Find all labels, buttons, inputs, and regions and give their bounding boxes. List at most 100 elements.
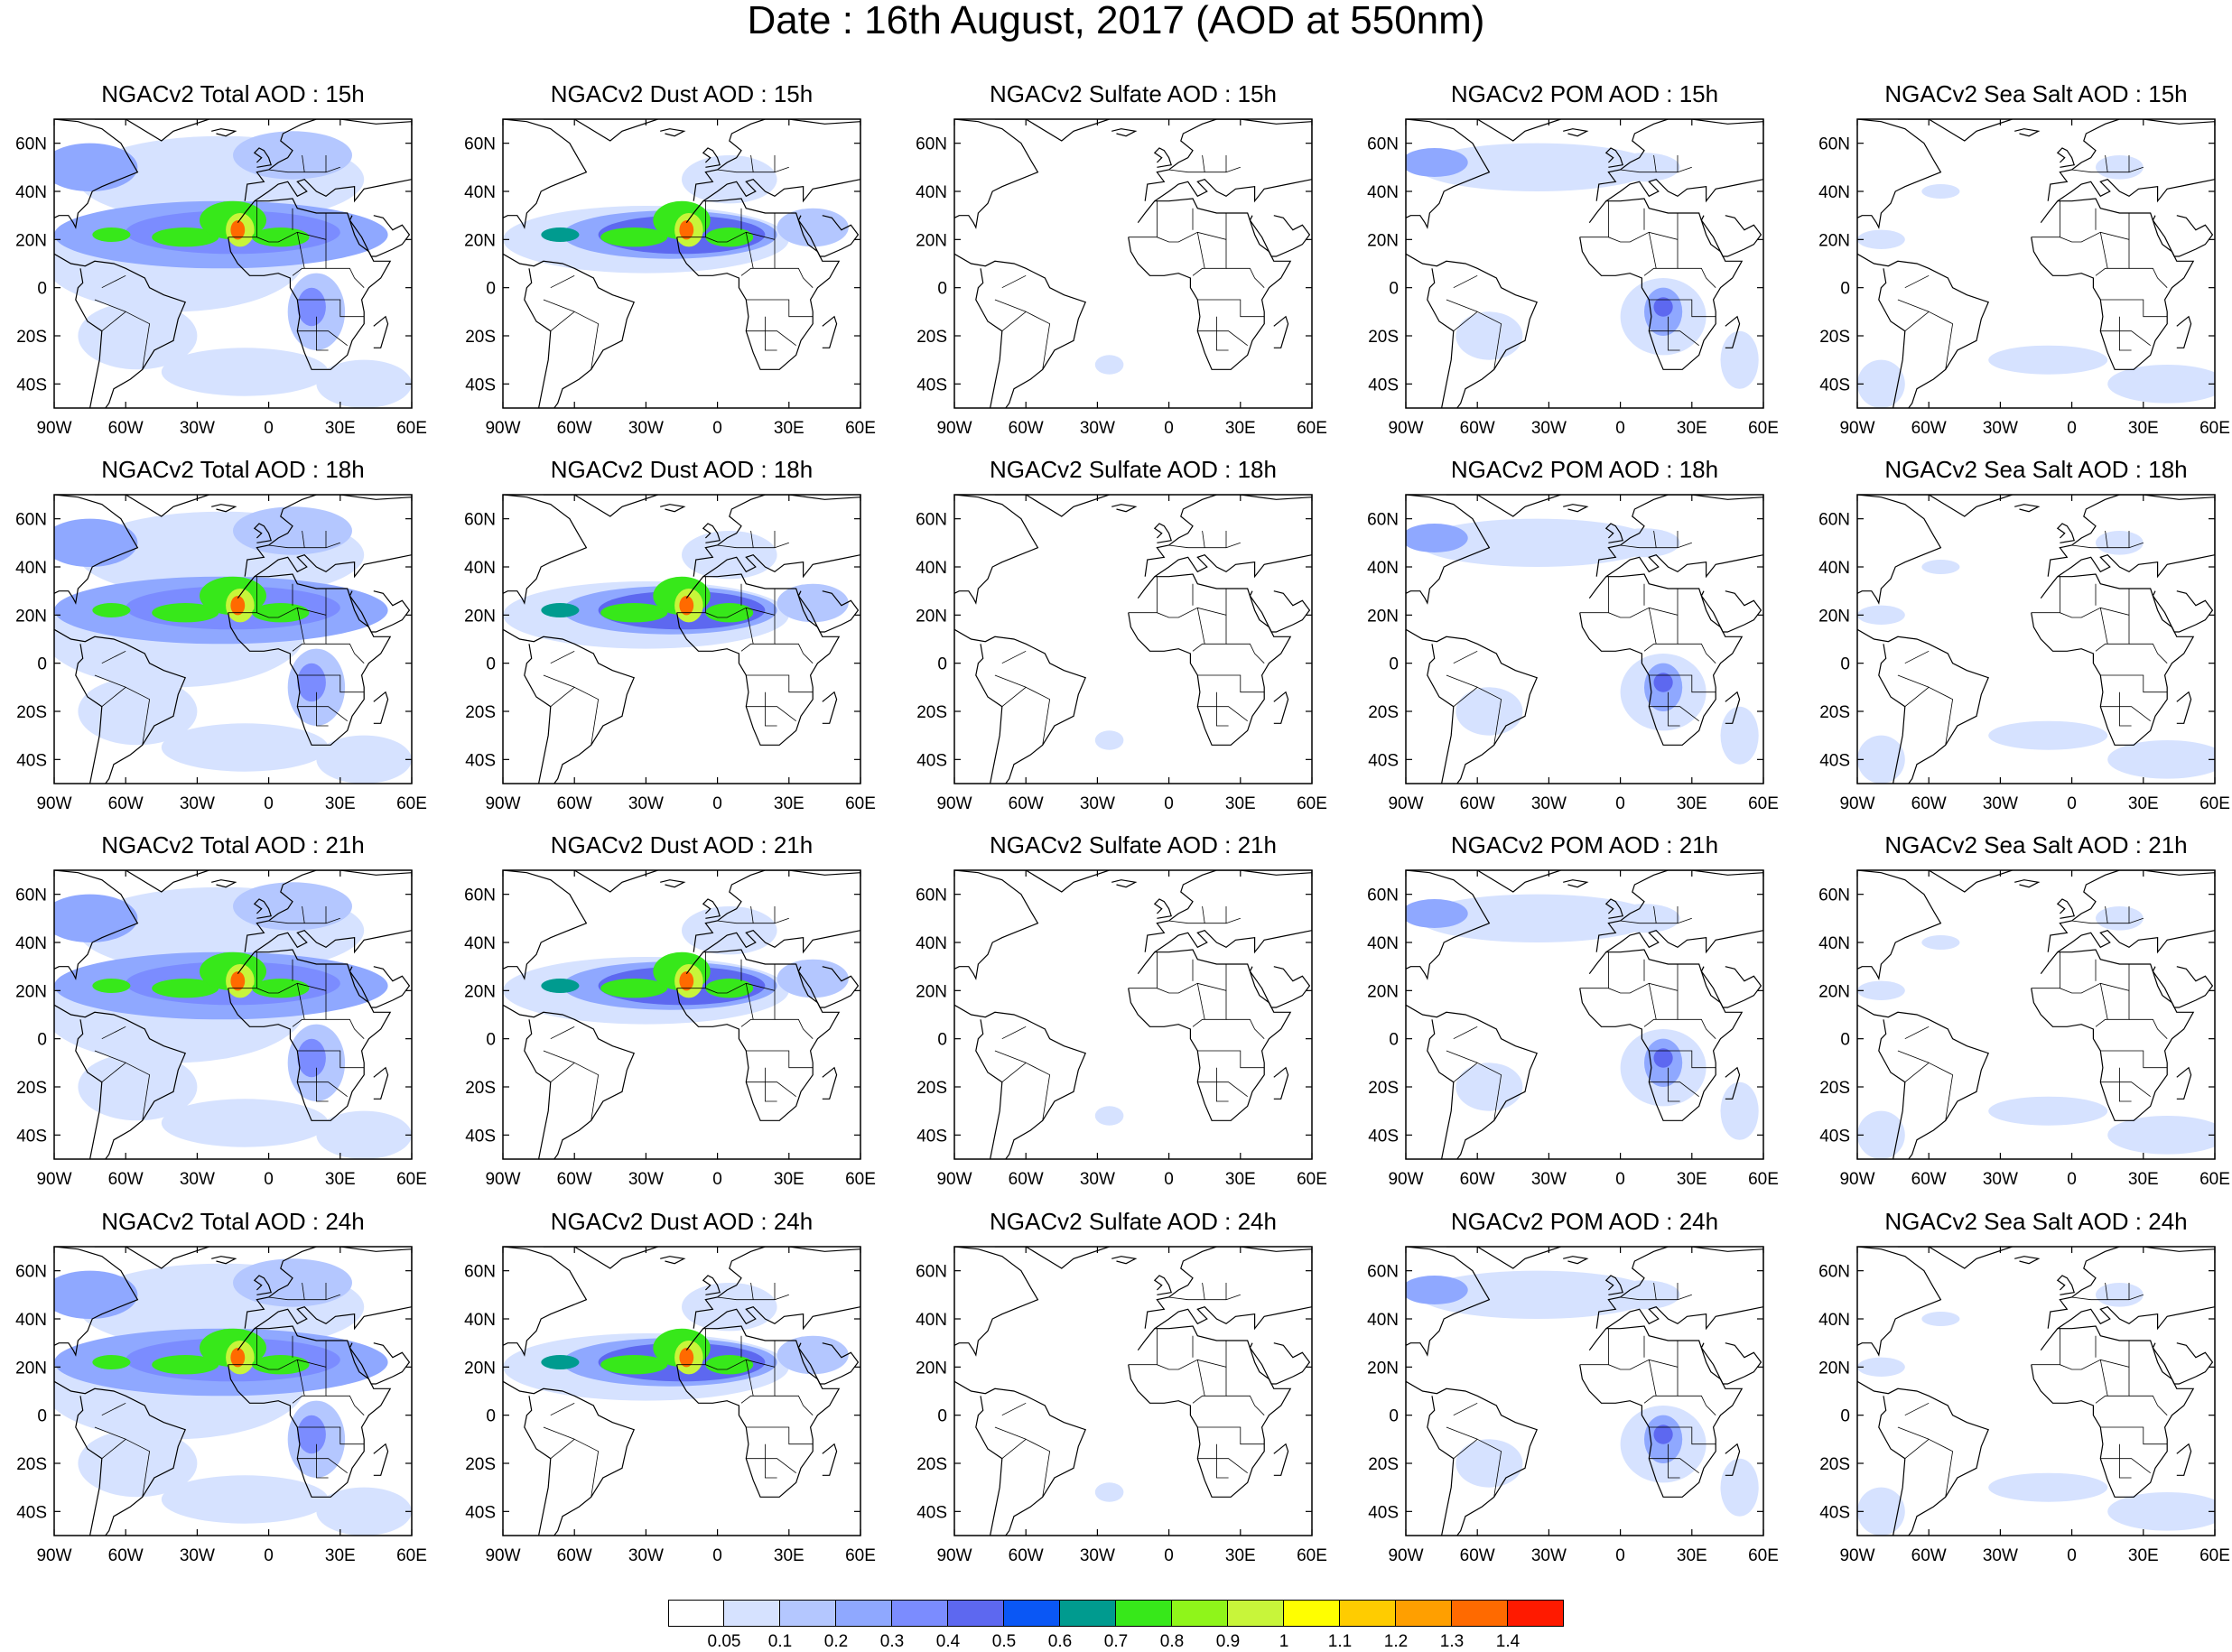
aerosol-field <box>252 603 310 623</box>
country-border <box>994 1050 1027 1063</box>
lon-label: 30W <box>1080 419 1115 438</box>
lat-label: 20S <box>1819 1455 1850 1474</box>
country-border <box>315 316 329 351</box>
coastline <box>244 495 412 579</box>
coastline <box>702 1275 721 1295</box>
coastline <box>503 1247 588 1357</box>
lon-label: 60W <box>1009 794 1044 813</box>
lat-label: 0 <box>486 655 496 674</box>
lat-label: 20N <box>15 1359 47 1378</box>
aerosol-field <box>152 603 219 623</box>
coastline <box>1579 198 1744 370</box>
aerosol-field <box>1921 560 1960 574</box>
coastline <box>2056 147 2075 168</box>
lat-label: 20N <box>1367 231 1399 250</box>
aerosol-field <box>541 227 580 242</box>
country-border <box>1649 1426 1716 1445</box>
coastline <box>954 119 1039 229</box>
country-border <box>94 1426 126 1440</box>
coastline <box>1563 879 1589 888</box>
colorbar-swatch <box>1172 1600 1228 1627</box>
coastline <box>1153 147 1172 168</box>
coastline <box>660 879 686 888</box>
lon-label: 60E <box>1297 419 1327 438</box>
country-border <box>1678 1018 1716 1039</box>
country-border <box>302 1282 305 1300</box>
aerosol-field <box>230 596 246 616</box>
lon-label: 60W <box>108 1170 144 1189</box>
country-border <box>764 316 777 351</box>
country-border <box>1226 267 1265 288</box>
lat-label: 40N <box>1818 183 1850 202</box>
lat-label: 0 <box>937 1407 947 1426</box>
map-panel: NGACv2 Dust AOD : 15h 60N 40N 20N 0 20S 40S 90W… <box>449 81 876 442</box>
coastline <box>822 315 838 348</box>
panel-title: NGACv2 Sea Salt AOD : 18h <box>1884 456 2188 483</box>
coastline <box>244 119 412 203</box>
coastline <box>2056 1275 2075 1295</box>
coastline <box>94 119 209 142</box>
lat-label: 0 <box>937 280 947 299</box>
country-border <box>1897 1050 1930 1063</box>
colorbar-label: 1.3 <box>1439 1632 1465 1651</box>
lon-label: 0 <box>1615 1170 1625 1189</box>
country-border <box>994 674 1027 688</box>
country-border <box>2100 1050 2168 1069</box>
coastline <box>660 1256 686 1265</box>
coastline <box>2047 119 2215 203</box>
panel-title: NGACv2 Sea Salt AOD : 21h <box>1884 831 2188 858</box>
country-border <box>1653 154 1657 172</box>
colorbar-swatch <box>948 1600 1004 1627</box>
coastline <box>1273 691 1289 724</box>
coastline <box>1563 504 1589 513</box>
coastline <box>228 573 392 746</box>
lon-label: 60E <box>2199 1170 2230 1189</box>
colorbar-swatch <box>780 1600 836 1627</box>
panel-title: NGACv2 Dust AOD : 15h <box>550 80 814 107</box>
country-border <box>1904 650 1930 664</box>
country-border <box>2100 1081 2151 1098</box>
lat-label: 40S <box>16 1127 47 1146</box>
map-panel: NGACv2 Total AOD : 21h 60N 40N 20N 0 20S 40S 90… <box>0 832 427 1193</box>
coastline <box>1725 1443 1741 1476</box>
coastline <box>1153 1275 1172 1295</box>
aerosol-field <box>1455 1063 1523 1111</box>
colorbar-swatch <box>724 1600 780 1627</box>
lat-label: 20S <box>916 1079 947 1098</box>
coastline <box>954 1380 1087 1536</box>
lat-label: 0 <box>937 1031 947 1050</box>
country-border <box>268 917 340 924</box>
aerosol-field <box>161 1475 329 1524</box>
lat-label: 0 <box>37 280 47 299</box>
coastline <box>1857 495 1942 605</box>
aerosol-field <box>233 131 352 180</box>
country-border <box>1446 1050 1478 1063</box>
lon-label: 30W <box>180 1170 215 1189</box>
coastline <box>1406 1247 1491 1357</box>
coastline <box>2152 215 2214 257</box>
country-border <box>746 1458 796 1474</box>
country-border <box>296 232 305 269</box>
lat-label: 40N <box>1818 559 1850 578</box>
colorbar-swatch <box>1452 1600 1508 1627</box>
lon-label: 30W <box>1080 794 1115 813</box>
lat-label: 20N <box>1367 982 1399 1001</box>
map-frame <box>502 494 861 784</box>
aerosol-field <box>78 1053 198 1121</box>
aerosol-field <box>682 1283 777 1332</box>
colorbar-swatch <box>1284 1600 1340 1627</box>
map-panel: NGACv2 Sulfate AOD : 24h 60N 40N 20N 0 20S 40S… <box>900 1209 1327 1570</box>
lon-label: 90W <box>1388 1170 1423 1189</box>
country-border <box>326 267 365 288</box>
coastline <box>1700 590 1762 633</box>
lat-label: 0 <box>1389 1031 1399 1050</box>
coastline <box>1595 119 1763 203</box>
lat-label: 20N <box>1818 607 1850 626</box>
lat-label: 40N <box>1367 559 1399 578</box>
coastline <box>1249 966 1311 1008</box>
coastline <box>503 1380 636 1536</box>
map-frame <box>1405 869 1764 1160</box>
aerosol-field <box>2107 365 2215 404</box>
country-border <box>746 706 796 722</box>
lon-label: 90W <box>1839 1170 1874 1189</box>
